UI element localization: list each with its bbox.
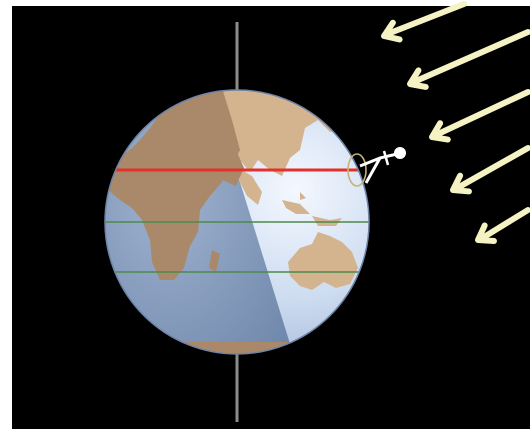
sun-ray-arrowhead: [450, 172, 472, 195]
arrow-icon: [429, 89, 530, 143]
sun-ray-arrowhead: [381, 19, 403, 43]
land-middleeast-night: [210, 150, 244, 186]
globe-icon: [104, 89, 370, 355]
land-europe-africa-night: [108, 90, 240, 280]
sun-ray-shaft: [435, 89, 530, 137]
arrow-icon: [381, 1, 467, 43]
sun-ray-shaft: [413, 29, 530, 84]
land-australia-day: [288, 232, 358, 290]
observer-head: [394, 147, 406, 159]
land-arabia-india-day: [238, 168, 262, 205]
sun-ray-shaft: [456, 145, 530, 190]
observer-body: [379, 152, 398, 160]
sun-ray-shaft: [481, 207, 530, 240]
observer-ring: [347, 153, 367, 187]
arrow-icon: [475, 207, 530, 244]
land-madagascar-night: [209, 250, 220, 272]
arrow-icon: [407, 29, 530, 90]
stick-figure-icon: [347, 147, 406, 187]
sun-ray-shaft: [387, 1, 467, 36]
sun-rays: [381, 1, 530, 244]
sun-ray-arrowhead: [475, 222, 497, 244]
observer-arms: [382, 150, 390, 166]
globe-rim: [104, 89, 370, 355]
sun-ray-arrowhead: [429, 120, 451, 143]
sun-ray-arrowhead: [407, 67, 429, 90]
arrow-icon: [450, 145, 530, 195]
